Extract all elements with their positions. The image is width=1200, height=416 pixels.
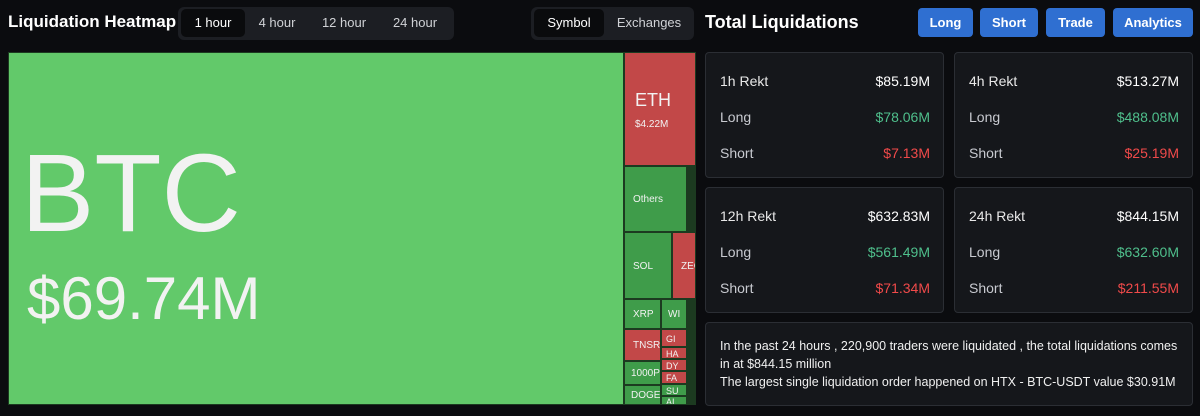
card-row: Long $561.49M (720, 244, 930, 260)
heatmap-tile[interactable]: 1000P (624, 361, 661, 385)
heatmap-tile[interactable]: FA (661, 371, 687, 384)
row-label: Long (969, 109, 1001, 125)
tile-symbol: DY (666, 360, 679, 371)
row-value: $632.83M (867, 208, 930, 224)
tile-symbol: TNSR (633, 340, 661, 351)
button[interactable]: Short (980, 8, 1038, 37)
row-value: $25.19M (1124, 145, 1179, 161)
tab[interactable]: 1 hour (181, 9, 245, 37)
view-tabs: Symbol Exchanges (531, 7, 694, 40)
row-label: Long (969, 244, 1001, 260)
button[interactable]: Long (918, 8, 973, 37)
card-row: Short $211.55M (969, 280, 1179, 296)
row-label: 24h Rekt (969, 208, 1026, 224)
tile-symbol: SOL (633, 260, 654, 272)
row-value: $7.13M (883, 145, 930, 161)
row-label: Long (720, 109, 752, 125)
row-value: $71.34M (875, 280, 930, 296)
row-label: Short (969, 145, 1003, 161)
row-value: $561.49M (867, 244, 930, 260)
time-tabs: 1 hour 4 hour 12 hour 24 hour (178, 7, 454, 40)
tile-symbol: DOGE (631, 390, 661, 401)
tile-symbol: GI (666, 333, 676, 344)
note: In the past 24 hours , 220,900 traders w… (720, 339, 1178, 371)
heatmap-tile[interactable]: AI (661, 396, 687, 405)
heatmap-tile[interactable]: TNSR (624, 329, 661, 361)
card-row: Short $25.19M (969, 145, 1179, 161)
card-row: 1h Rekt $85.19M (720, 73, 930, 89)
tile-symbol: ZEC (681, 260, 695, 272)
heatmap-tile[interactable]: SU (661, 384, 687, 396)
card-row: Long $78.06M (720, 109, 930, 125)
heatmap-tile[interactable]: WI (661, 299, 687, 329)
heatmap-tile[interactable]: Others (624, 166, 687, 232)
rekt-card: 12h Rekt $632.83M Long $561.49M Short $71.34M (705, 187, 944, 313)
heatmap-tile[interactable]: XRP (624, 299, 661, 329)
tile-symbol: AI (666, 397, 675, 405)
row-value: $488.08M (1116, 109, 1179, 125)
heatmap-tile[interactable]: ZEC (672, 232, 696, 299)
row-label: 4h Rekt (969, 73, 1018, 89)
heatmap-tile[interactable]: SOL (624, 232, 672, 299)
row-label: 1h Rekt (720, 73, 769, 89)
row-value: $85.19M (875, 73, 930, 89)
tile-value: $69.74M (27, 265, 261, 332)
row-value: $78.06M (875, 109, 930, 125)
button[interactable]: Analytics (1113, 8, 1193, 37)
rekt-card: 1h Rekt $85.19M Long $78.06M Short $7.13M (705, 52, 944, 178)
tab[interactable]: Exchanges (616, 15, 682, 30)
card-row: 4h Rekt $513.27M (969, 73, 1179, 89)
tile-symbol: SU (666, 385, 679, 396)
card-row: Short $7.13M (720, 145, 930, 161)
tab[interactable]: 4 hour (258, 15, 296, 30)
row-label: 12h Rekt (720, 208, 777, 224)
row-label: Short (720, 280, 754, 296)
heatmap-tile[interactable]: BTC $69.74M (8, 52, 624, 405)
tile-symbol: XRP (633, 309, 654, 320)
tab[interactable]: 12 hour (321, 15, 367, 30)
tab[interactable]: 24 hour (392, 15, 438, 30)
tile-symbol: BTC (21, 132, 241, 255)
rekt-card: 24h Rekt $844.15M Long $632.60M Short $211.55… (954, 187, 1193, 313)
card-row: Short $71.34M (720, 280, 930, 296)
row-label: Short (969, 280, 1003, 296)
notes-box: In the past 24 hours , 220,900 traders w… (705, 322, 1193, 406)
row-label: Short (720, 145, 754, 161)
heatmap-tile[interactable]: GI (661, 329, 687, 347)
heatmap-tile[interactable]: DOGE (624, 385, 661, 405)
tile-symbol: 1000P (631, 368, 660, 379)
tile-symbol: HA (666, 348, 679, 359)
heatmap: BTC $69.74M ETH $4.22M Others SOL ZEC XRP WI TNSR… (8, 52, 696, 405)
row-label: Long (720, 244, 752, 260)
tile-symbol: WI (668, 309, 681, 320)
tile-symbol: Others (633, 194, 664, 205)
heatmap-tile[interactable]: DY (661, 359, 687, 371)
card-row: 12h Rekt $632.83M (720, 208, 930, 224)
card-row: Long $488.08M (969, 109, 1179, 125)
heatmap-tile[interactable]: ETH $4.22M (624, 52, 696, 166)
tile-symbol: ETH (635, 90, 671, 110)
row-value: $844.15M (1116, 208, 1179, 224)
row-value: $632.60M (1116, 244, 1179, 260)
heatmap-tile[interactable]: HA (661, 347, 687, 359)
row-value: $513.27M (1116, 73, 1179, 89)
tile-symbol: FA (666, 373, 678, 383)
rekt-card: 4h Rekt $513.27M Long $488.08M Short $25.19M (954, 52, 1193, 178)
button[interactable]: Trade (1046, 8, 1105, 37)
tab[interactable]: Symbol (534, 9, 604, 37)
note: The largest single liquidation order hap… (720, 375, 1176, 389)
tile-value: $4.22M (635, 119, 669, 130)
heatmap-title: Liquidation Heatmap (8, 12, 177, 31)
summary-title: Total Liquidations (705, 12, 859, 32)
row-value: $211.55M (1117, 280, 1179, 296)
card-row: Long $632.60M (969, 244, 1179, 260)
card-row: 24h Rekt $844.15M (969, 208, 1179, 224)
